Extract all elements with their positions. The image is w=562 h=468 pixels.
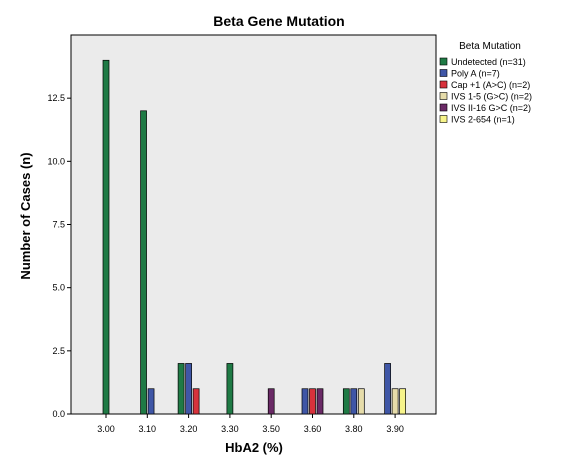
bar: [185, 363, 192, 415]
x-tick-label: 3.30: [221, 424, 239, 434]
y-axis: 0.0 2.5 5.0 7.5 10.0 12.5: [47, 35, 72, 419]
legend-label: IVS 1-5 (G>C) (n=2): [451, 92, 532, 102]
bar: [350, 388, 358, 415]
y-axis-label: Number of Cases (n): [18, 152, 33, 279]
bar: [102, 59, 110, 415]
x-axis: 3.00 3.10 3.20 3.30 3.50 3.60 3.80 3.90: [97, 414, 404, 434]
bar: [357, 388, 365, 415]
legend-label: IVS II-16 G>C (n=2): [451, 103, 531, 113]
legend-label: Poly A (n=7): [451, 69, 500, 79]
x-tick-label: 3.50: [262, 424, 280, 434]
bar: [147, 388, 155, 415]
legend-label: Cap +1 (A>C) (n=2): [451, 80, 530, 90]
legend-title: Beta Mutation: [459, 41, 521, 52]
y-tick-label: 12.5: [47, 93, 65, 103]
bar: [267, 388, 275, 415]
x-tick-label: 3.00: [97, 424, 115, 434]
chart-title: Beta Gene Mutation: [213, 13, 344, 29]
bar: [140, 110, 147, 415]
x-tick-label: 3.10: [139, 424, 157, 434]
plot-area: [70, 34, 437, 415]
y-tick-label: 2.5: [52, 346, 65, 356]
legend: Undetected (n=31) Poly A (n=7)Cap +1 (A>C…: [439, 57, 532, 125]
bar: [192, 388, 200, 415]
bar: [391, 388, 399, 415]
bar: [399, 388, 406, 415]
bar: [309, 388, 316, 415]
legend-label: IVS 2-654 (n=1): [451, 115, 515, 125]
x-tick-label: 3.90: [386, 424, 404, 434]
bar: [226, 363, 234, 415]
legend-swatch: [439, 69, 448, 77]
legend-label: Undetected (n=31): [451, 57, 526, 67]
bar: [342, 388, 350, 415]
legend-swatch: [439, 57, 448, 66]
x-tick-label: 3.20: [180, 424, 198, 434]
y-tick-label: 7.5: [52, 220, 65, 230]
bar: [316, 388, 324, 415]
x-axis-label: HbA2 (%): [225, 440, 283, 455]
legend-swatch: [439, 115, 448, 123]
x-tick-label: 3.80: [345, 424, 363, 434]
y-tick-label: 0.0: [52, 409, 65, 419]
bars-group: [102, 59, 406, 415]
x-tick-label: 3.60: [304, 424, 322, 434]
bar: [177, 363, 185, 415]
y-tick-label: 10.0: [47, 156, 65, 166]
y-tick-label: 5.0: [52, 283, 65, 293]
legend-swatch: [439, 92, 448, 100]
legend-swatch: [439, 80, 448, 89]
bar: [384, 363, 391, 415]
bar: [301, 388, 309, 415]
legend-swatch: [439, 103, 448, 112]
